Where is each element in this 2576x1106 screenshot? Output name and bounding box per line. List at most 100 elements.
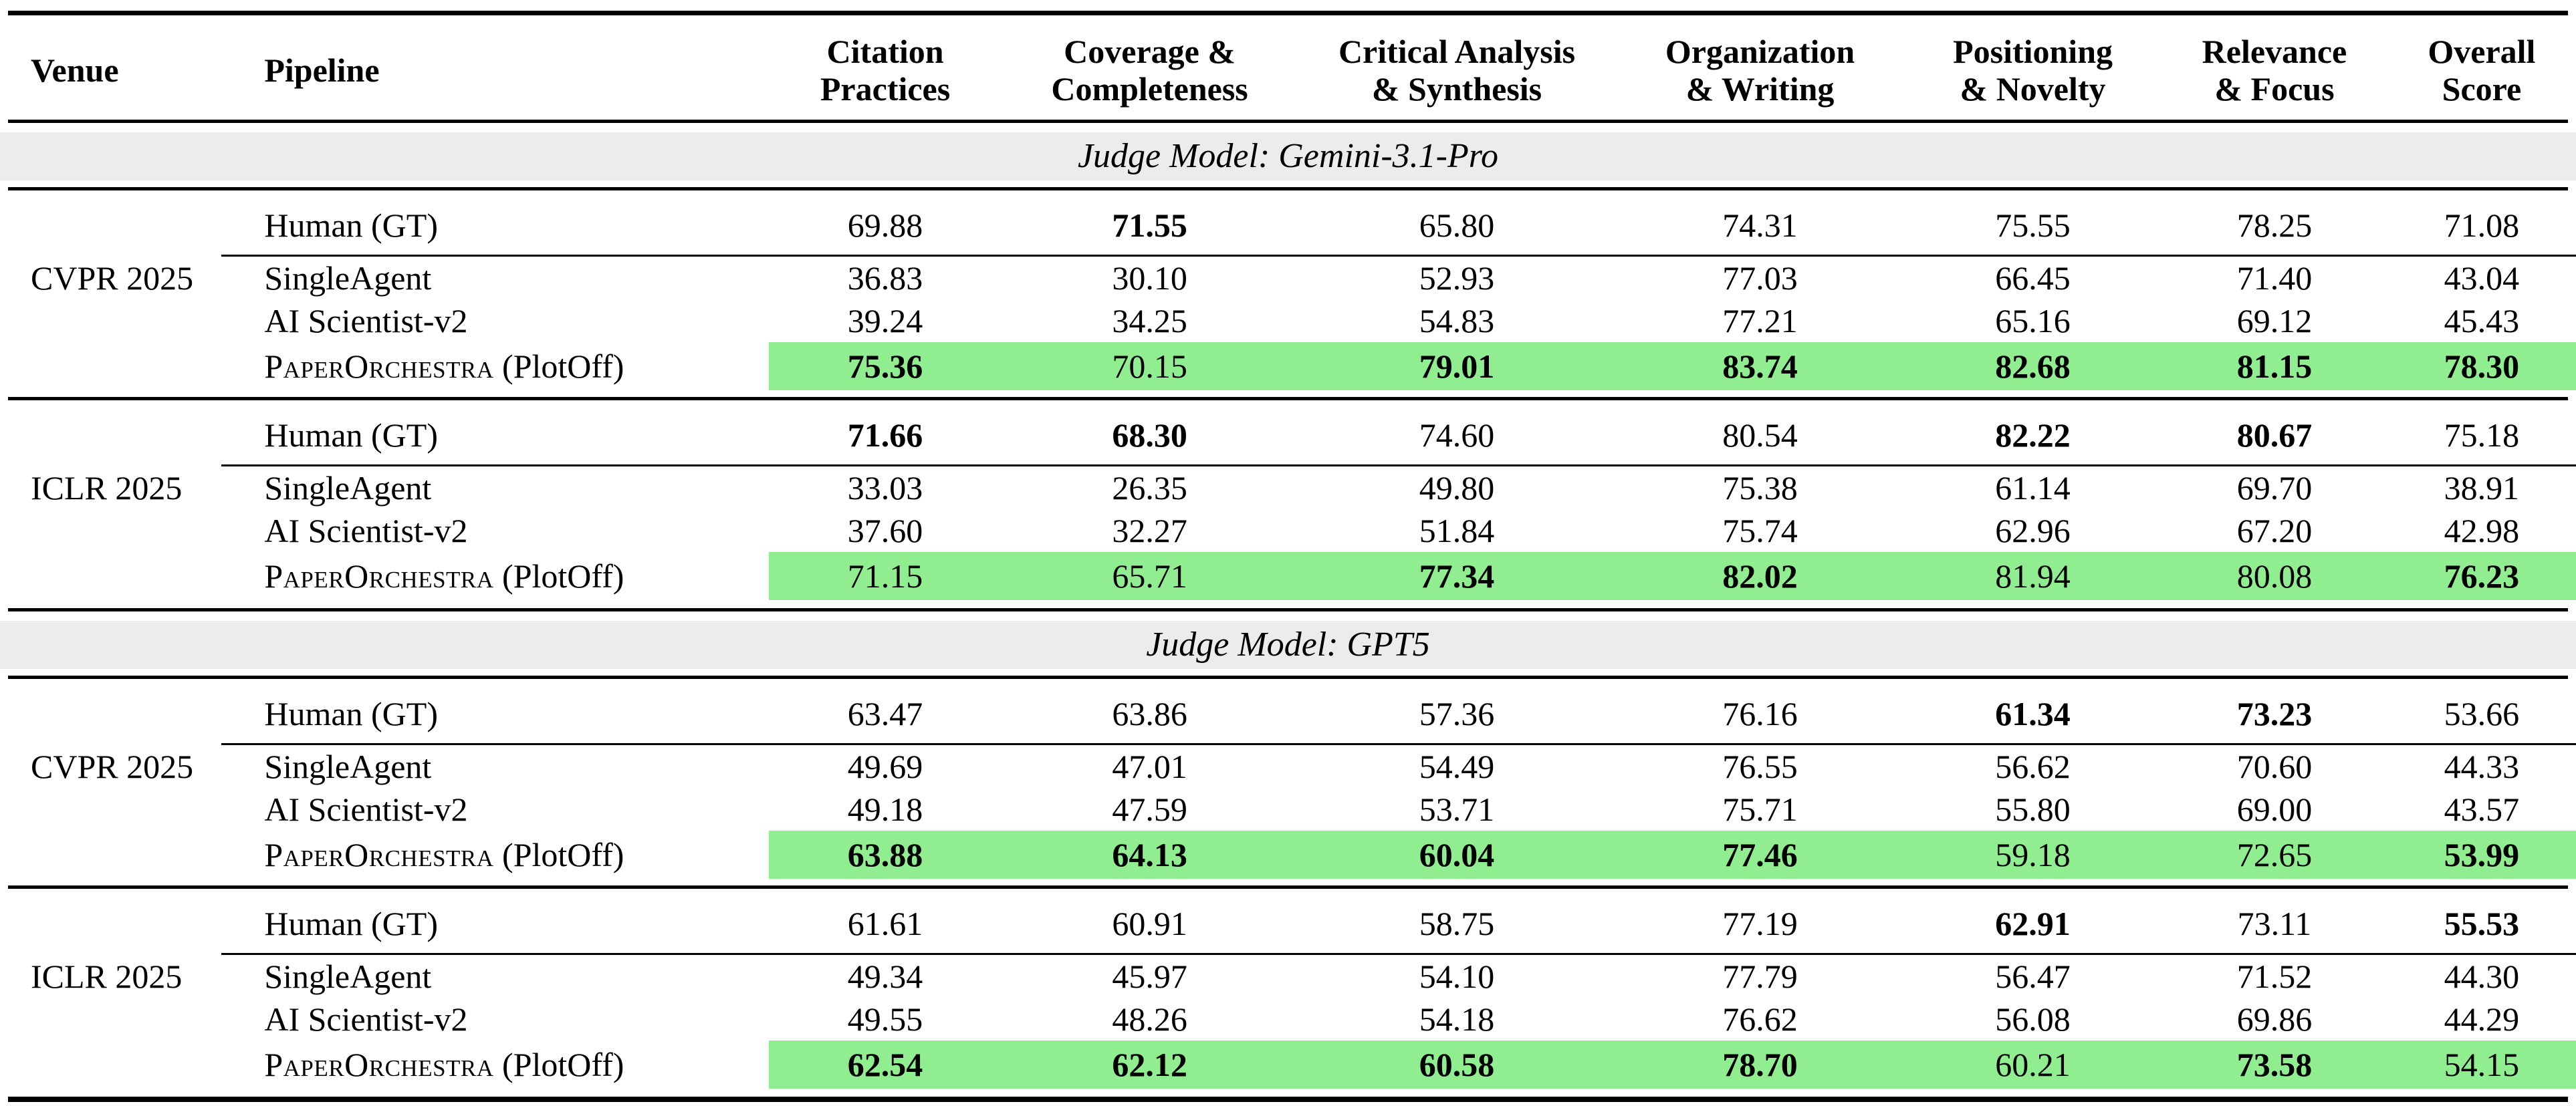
score-cell: 77.46: [1615, 831, 1905, 879]
score-cell: 72.65: [2161, 831, 2387, 879]
col-header-relevance-focus: Relevance & Focus: [2202, 33, 2347, 108]
score-cell: 75.74: [1722, 512, 1798, 549]
score-cell: 74.60: [1298, 400, 1616, 466]
score-cell: 77.79: [1722, 958, 1798, 995]
score-cell: 64.13: [1002, 831, 1298, 879]
pipeline-cell: SingleAgent: [221, 466, 769, 509]
venue-label: CVPR 2025: [31, 259, 194, 297]
pipeline-label: PaperOrchestra: [264, 557, 494, 595]
score-cell: 55.53: [2387, 889, 2576, 955]
score-cell: 33.03: [847, 469, 923, 507]
table-row: AI Scientist-v2 49.18 47.59 53.71 75.71 55.80…: [0, 788, 2576, 831]
band-rule: [8, 187, 2568, 190]
score-cell: 71.08: [2387, 190, 2576, 257]
venue-cell: [0, 998, 221, 1041]
pipeline-label: AI Scientist-v2: [264, 1000, 468, 1038]
score-cell: 36.83: [847, 259, 923, 297]
score-cell: 77.21: [1722, 302, 1798, 339]
table-row: CVPR 2025 SingleAgent 49.69 47.01 54.49 76.55…: [0, 745, 2576, 788]
score-cell: 74.31: [1615, 190, 1905, 257]
col-header-positioning-novelty: Positioning & Novelty: [1953, 33, 2113, 108]
score-cell: 60.21: [1904, 1041, 2161, 1089]
score-cell: 53.71: [1419, 791, 1495, 828]
score-cell: 60.04: [1298, 831, 1616, 879]
score-cell: 48.26: [1112, 1000, 1187, 1038]
score-cell: 68.30: [1002, 400, 1298, 466]
section-rule: [8, 608, 2568, 611]
top-rule: [8, 11, 2568, 15]
score-cell: 49.80: [1419, 469, 1495, 507]
table-row: Human (GT) 69.88 71.55 65.80 74.31 75.55 78.25…: [0, 190, 2576, 257]
venue-cell: [0, 400, 221, 466]
score-cell: 71.40: [2236, 259, 2313, 297]
pipeline-label: Human (GT): [264, 695, 438, 732]
score-cell: 65.80: [1298, 190, 1616, 257]
score-cell: 71.66: [769, 400, 1002, 466]
pipeline-label: AI Scientist-v2: [264, 302, 468, 339]
score-cell: 49.18: [847, 791, 923, 828]
table-row: ICLR 2025 SingleAgent 33.03 26.35 49.80 75.38…: [0, 466, 2576, 509]
venue-cell: [0, 342, 221, 390]
score-cell: 51.84: [1419, 512, 1495, 549]
score-cell: 47.59: [1112, 791, 1187, 828]
venue-cell: [0, 552, 221, 600]
pipeline-cell: SingleAgent: [221, 745, 769, 788]
table-row: PaperOrchestra (PlotOff) 63.88 64.13 60.04 7…: [0, 831, 2576, 879]
score-cell: 66.45: [1995, 259, 2071, 297]
pipeline-label: SingleAgent: [264, 469, 432, 507]
table-row: Human (GT) 63.47 63.86 57.36 76.16 61.34 73.23…: [0, 679, 2576, 745]
score-cell: 71.55: [1002, 190, 1298, 257]
venue-label: CVPR 2025: [31, 748, 194, 785]
score-cell: 34.25: [1112, 302, 1187, 339]
score-cell: 62.91: [1904, 889, 2161, 955]
score-cell: 73.58: [2161, 1041, 2387, 1089]
pipeline-label-suffix: (PlotOff): [493, 1046, 624, 1083]
score-cell: 61.61: [769, 889, 1002, 955]
score-cell: 70.15: [1002, 342, 1298, 390]
score-cell: 58.75: [1298, 889, 1616, 955]
pipeline-label: Human (GT): [264, 206, 438, 244]
pipeline-cell: AI Scientist-v2: [221, 299, 769, 342]
score-cell: 69.12: [2236, 302, 2313, 339]
table-row: PaperOrchestra (PlotOff) 75.36 70.15 79.01 8…: [0, 342, 2576, 390]
score-cell: 78.25: [2161, 190, 2387, 257]
score-cell: 26.35: [1112, 469, 1187, 507]
score-cell: 42.98: [2444, 512, 2520, 549]
results-table-body: Judge Model: Gemini-3.1-Pro Human (GT) 69.…: [0, 132, 2576, 1089]
pipeline-label: PaperOrchestra: [264, 1046, 494, 1083]
score-cell: 63.47: [769, 679, 1002, 745]
pipeline-cell: PaperOrchestra (PlotOff): [221, 342, 769, 390]
judge-model-band: Judge Model: GPT5: [0, 621, 2576, 669]
pipeline-cell: PaperOrchestra (PlotOff): [221, 831, 769, 879]
score-cell: 43.04: [2444, 259, 2520, 297]
score-cell: 49.55: [847, 1000, 923, 1038]
col-header-pipeline: Pipeline: [264, 51, 380, 89]
header-rule: [8, 120, 2568, 123]
pipeline-cell: SingleAgent: [221, 955, 769, 998]
score-cell: 77.34: [1298, 552, 1616, 600]
score-cell: 62.96: [1995, 512, 2071, 549]
score-cell: 53.66: [2387, 679, 2576, 745]
col-header-citation-practices: Citation Practices: [820, 33, 951, 108]
score-cell: 54.18: [1419, 1000, 1495, 1038]
pipeline-label: PaperOrchestra: [264, 836, 494, 873]
score-cell: 75.71: [1722, 791, 1798, 828]
table-row: PaperOrchestra (PlotOff) 71.15 65.71 77.34 8…: [0, 552, 2576, 600]
score-cell: 76.62: [1722, 1000, 1798, 1038]
score-cell: 59.18: [1904, 831, 2161, 879]
pipeline-cell: Human (GT): [221, 679, 770, 745]
table-row: Human (GT) 71.66 68.30 74.60 80.54 82.22 80.67…: [0, 400, 2576, 466]
score-cell: 77.19: [1615, 889, 1905, 955]
score-cell: 78.30: [2387, 342, 2576, 390]
pipeline-label: SingleAgent: [264, 748, 432, 785]
venue-label: ICLR 2025: [31, 469, 183, 507]
pipeline-cell: Human (GT): [221, 400, 770, 466]
score-cell: 44.30: [2444, 958, 2520, 995]
score-cell: 37.60: [847, 512, 923, 549]
score-cell: 56.62: [1995, 748, 2071, 785]
judge-model-band: Judge Model: Gemini-3.1-Pro: [0, 132, 2576, 180]
score-cell: 75.38: [1722, 469, 1798, 507]
col-header-organization-writing: Organization & Writing: [1665, 33, 1855, 108]
score-cell: 44.33: [2444, 748, 2520, 785]
score-cell: 80.54: [1615, 400, 1905, 466]
